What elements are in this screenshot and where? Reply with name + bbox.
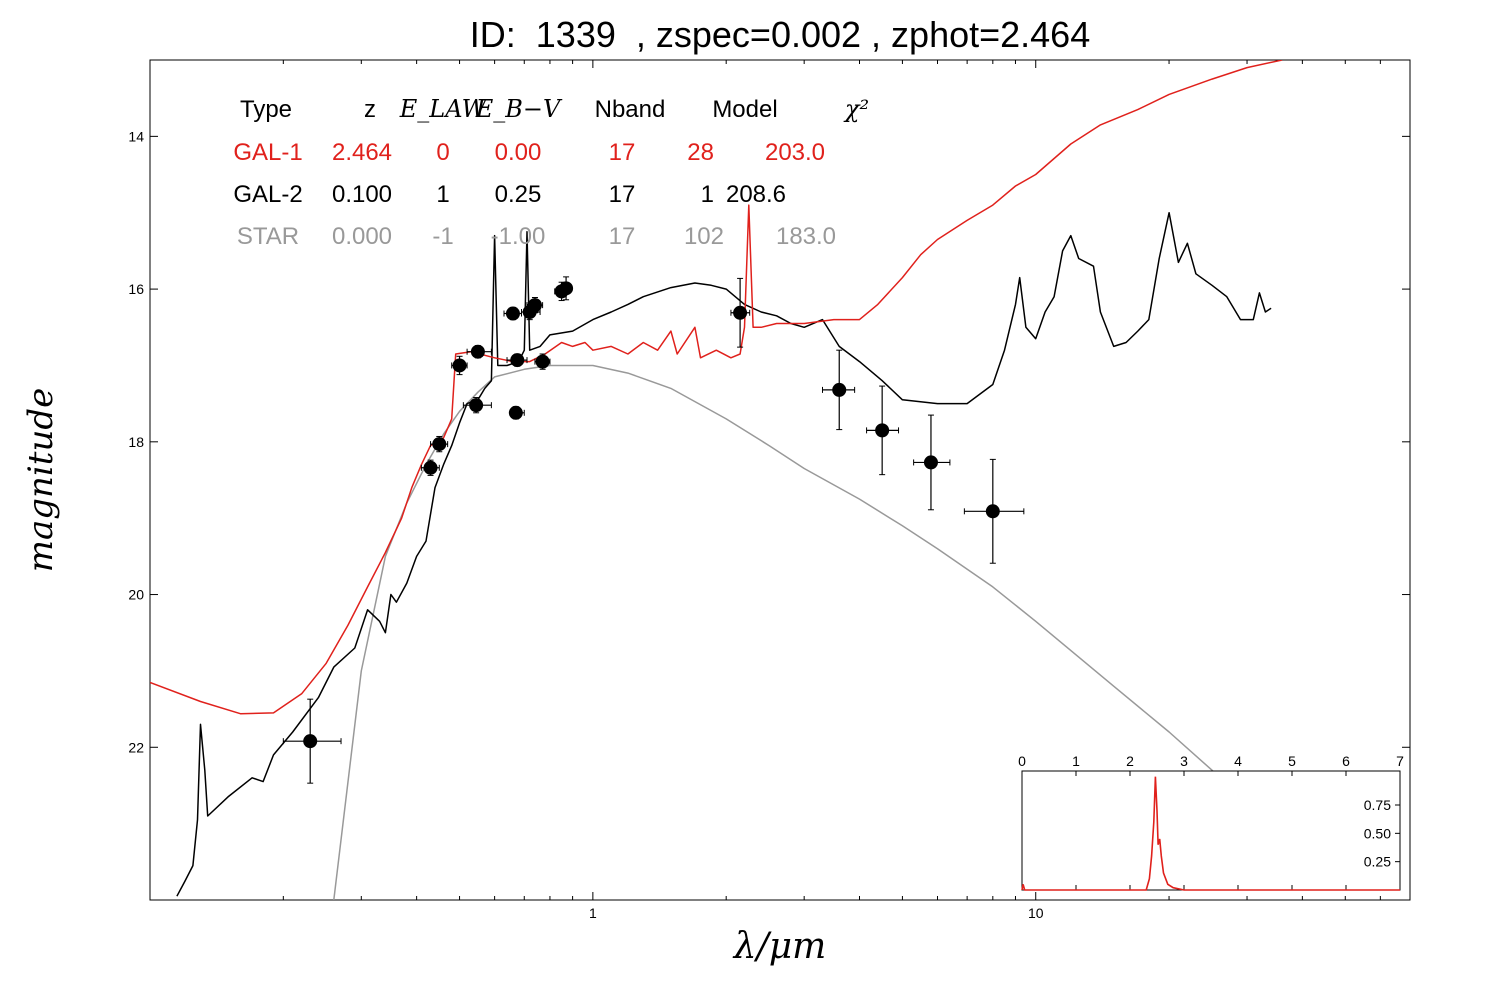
legend-gal-2-model: 1 [701, 181, 714, 208]
legend-header-ebv: E_B−V [475, 95, 563, 123]
data-point [451, 355, 468, 376]
page-title: ID: 1339 , zspec=0.002 , zphot=2.464 [469, 14, 1091, 55]
redshift-pdf-inset: 0 1 2 3 4 5 6 7 0.25 0.50 0.75 [1018, 753, 1404, 891]
axis-labels: λ/μm magnitude [21, 388, 826, 967]
data-point-marker [985, 504, 1000, 519]
legend-header-nband: Nband [595, 96, 666, 123]
legend-header-elaw: E_LAW [399, 95, 489, 123]
data-point [282, 698, 342, 784]
inset-x-tick-label: 4 [1234, 753, 1242, 769]
photometry-points [282, 276, 1025, 784]
star-sed-line [333, 364, 1278, 900]
legend-gal-2-chi2: 208.6 [726, 181, 786, 208]
data-point [526, 296, 544, 314]
legend-star-z: 0.000 [332, 223, 392, 250]
inset-x-tick-label: 3 [1180, 753, 1188, 769]
legend-gal-2-elaw: 1 [436, 181, 449, 208]
data-point [430, 435, 449, 453]
y-tick-label: 14 [128, 128, 144, 144]
legend-gal-2-z: 0.100 [332, 181, 392, 208]
legend-gal-2-ebv: 0.25 [495, 181, 542, 208]
legend-star-nband: 17 [609, 223, 636, 250]
data-point [963, 458, 1025, 564]
legend-gal-1-model: 28 [687, 139, 714, 166]
legend-star-model: 102 [684, 223, 724, 250]
x-axis-label: λ/μm [732, 926, 826, 967]
legend-star-elaw: -1 [432, 223, 453, 250]
inset-x-tick-label: 7 [1396, 753, 1404, 769]
inset-x-tick-label: 5 [1288, 753, 1296, 769]
inset-pdf-line [1021, 776, 1400, 891]
inset-x-tick-label: 6 [1342, 753, 1350, 769]
data-point [913, 414, 951, 511]
legend-star-chi2: 183.0 [776, 223, 836, 250]
legend-gal-1-nband: 17 [609, 139, 636, 166]
gal2-sed-line [176, 211, 1272, 897]
x-tick-label: 10 [1028, 905, 1044, 921]
data-point [821, 349, 856, 431]
sed-curves [150, 60, 1283, 900]
gal1-sed-line [150, 60, 1283, 715]
plot-border [149, 59, 1411, 901]
legend-gal-1-ebv: 0.00 [495, 139, 542, 166]
x-tick-label: 1 [589, 905, 597, 921]
inset-x-tick-label: 2 [1126, 753, 1134, 769]
data-point [534, 353, 551, 370]
data-point-marker [923, 455, 938, 470]
legend-gal-2-type: GAL-2 [233, 181, 302, 208]
inset-frame [1021, 770, 1401, 891]
data-point-marker [875, 423, 890, 438]
legend-gal-1-elaw: 0 [436, 139, 449, 166]
data-point-marker [527, 298, 542, 313]
data-point-marker [733, 305, 748, 320]
data-point [508, 405, 525, 420]
data-point-marker [510, 353, 525, 368]
data-point-marker [470, 344, 485, 359]
legend-header-model: Model [712, 96, 777, 123]
data-point [503, 306, 522, 321]
data-point [506, 353, 528, 368]
legend-gal-1-z: 2.464 [332, 139, 392, 166]
inset-x-tick-label: 0 [1018, 753, 1026, 769]
data-point-marker [505, 306, 520, 321]
legend-header-type: Type [240, 96, 292, 123]
data-point-marker [423, 460, 438, 475]
inset-y-tick-label: 0.75 [1364, 797, 1391, 813]
data-point-marker [469, 398, 484, 413]
data-point [466, 344, 492, 359]
legend-gal-1-chi2: 203.0 [765, 139, 825, 166]
legend-star-ebv: -1.00 [491, 223, 546, 250]
data-point [558, 276, 574, 301]
data-point-marker [535, 354, 550, 369]
y-tick-label: 18 [128, 434, 144, 450]
y-tick-label: 20 [128, 587, 144, 603]
legend-gal-1-type: GAL-1 [233, 139, 302, 166]
inset-x-tick-label: 1 [1072, 753, 1080, 769]
data-point-marker [508, 405, 523, 420]
data-point [730, 277, 751, 348]
legend-star-type: STAR [237, 223, 299, 250]
data-point [866, 385, 900, 476]
data-point-marker [432, 437, 447, 452]
legend-header-z: z [364, 96, 376, 123]
data-point [420, 459, 440, 476]
data-point-marker [559, 281, 574, 296]
data-point-marker [303, 734, 318, 749]
inset-y-tick-label: 0.25 [1364, 854, 1391, 870]
legend-gal-2-nband: 17 [609, 181, 636, 208]
y-axis-label: magnitude [21, 388, 61, 573]
y-tick-label: 16 [128, 281, 144, 297]
y-tick-label: 22 [128, 739, 144, 755]
data-point-marker [832, 382, 847, 397]
data-point-marker [452, 358, 467, 373]
legend-header-chi2: χ² [843, 95, 869, 123]
data-point [462, 397, 492, 414]
inset-y-tick-label: 0.50 [1364, 825, 1391, 841]
